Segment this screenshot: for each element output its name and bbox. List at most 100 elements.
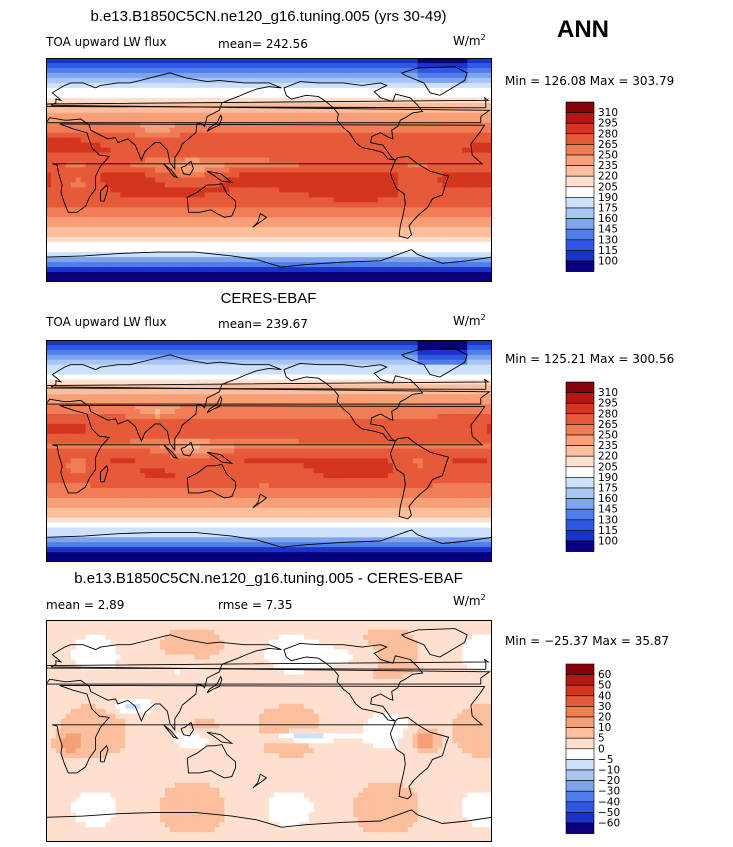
- field-cell: [457, 349, 463, 356]
- field-cell: [447, 247, 453, 253]
- field-cell: [145, 232, 151, 238]
- field-cell: [462, 277, 468, 282]
- field-cell: [328, 369, 334, 375]
- field-cell: [432, 117, 438, 124]
- field-cell: [55, 374, 62, 380]
- field-cell: [269, 67, 275, 74]
- field-cell: [323, 67, 329, 74]
- field-cell: [457, 207, 463, 213]
- field-cell: [303, 67, 310, 74]
- field-cell: [328, 364, 334, 370]
- field-cell: [432, 152, 438, 158]
- field-cell: [140, 172, 146, 178]
- field-cell: [264, 277, 270, 282]
- field-cell: [358, 207, 364, 213]
- colorbar-box: [565, 250, 595, 262]
- field-cell: [135, 340, 141, 346]
- field-cell: [115, 369, 121, 375]
- field-cell: [85, 67, 91, 74]
- field-cell: [239, 359, 245, 366]
- field-cell: [298, 77, 305, 84]
- field-cell: [159, 242, 166, 248]
- field-cell: [130, 117, 136, 124]
- field-cell: [447, 167, 453, 173]
- field-cell: [308, 354, 314, 361]
- field-cell: [155, 364, 161, 370]
- field-cell: [373, 247, 379, 253]
- field-cell: [130, 157, 136, 163]
- field-cell: [402, 364, 409, 370]
- field-cell: [125, 257, 131, 263]
- field-cell: [328, 232, 334, 238]
- field-cell: [422, 237, 428, 243]
- field-cell: [397, 267, 404, 273]
- field-cell: [219, 349, 225, 356]
- field-cell: [452, 77, 458, 84]
- field-cell: [65, 277, 72, 282]
- field-cell: [432, 192, 438, 198]
- field-cell: [199, 117, 205, 124]
- field-cell: [214, 177, 220, 183]
- field-cell: [313, 177, 319, 183]
- field-cell: [348, 227, 354, 233]
- field-cell: [120, 97, 126, 104]
- field-cell: [150, 227, 156, 233]
- field-cell: [239, 62, 245, 69]
- field-cell: [392, 87, 399, 94]
- field-cell: [407, 92, 414, 99]
- field-cell: [407, 147, 414, 153]
- field-cell: [318, 267, 324, 273]
- field-cell: [75, 374, 82, 380]
- field-cell: [407, 202, 414, 208]
- field-cell: [333, 384, 339, 390]
- field-cell: [482, 202, 488, 208]
- field-cell: [442, 72, 448, 79]
- field-cell: [278, 132, 285, 139]
- field-cell: [343, 197, 349, 203]
- field-cell: [174, 142, 181, 148]
- field-cell: [278, 369, 285, 375]
- field-cell: [278, 152, 285, 158]
- field-cell: [194, 277, 201, 282]
- field-cell: [224, 374, 230, 380]
- field-cell: [368, 58, 374, 64]
- field-cell: [477, 202, 483, 208]
- field-cell: [249, 227, 255, 233]
- field-cell: [363, 359, 369, 366]
- field-cell: [140, 132, 146, 139]
- field-cell: [80, 72, 87, 79]
- field-cell: [477, 349, 483, 356]
- field-cell: [323, 207, 329, 213]
- field-cell: [244, 77, 250, 84]
- field-cell: [378, 87, 384, 94]
- field-cell: [155, 82, 161, 89]
- field-cell: [288, 122, 295, 129]
- field-cell: [442, 162, 448, 168]
- field-cell: [234, 107, 240, 114]
- field-cell: [432, 369, 438, 375]
- field-cell: [110, 177, 116, 183]
- field-cell: [273, 277, 280, 282]
- field-cell: [328, 157, 334, 163]
- field-cell: [46, 92, 52, 99]
- field-cell: [204, 207, 210, 213]
- field-cell: [135, 132, 141, 139]
- field-cell: [125, 62, 131, 69]
- field-cell: [402, 277, 409, 282]
- field-cell: [437, 82, 443, 89]
- field-cell: [293, 167, 300, 173]
- field-cell: [249, 364, 255, 370]
- field-cell: [358, 182, 364, 188]
- field-cell: [328, 182, 334, 188]
- field-cell: [130, 107, 136, 114]
- field-cell: [318, 344, 324, 351]
- field-cell: [229, 87, 235, 94]
- field-cell: [115, 340, 121, 346]
- field-cell: [368, 142, 374, 148]
- field-cell: [358, 242, 364, 248]
- field-cell: [363, 242, 369, 248]
- field-cell: [447, 374, 453, 380]
- field-cell: [140, 147, 146, 153]
- field-cell: [412, 132, 419, 139]
- field-cell: [378, 162, 384, 168]
